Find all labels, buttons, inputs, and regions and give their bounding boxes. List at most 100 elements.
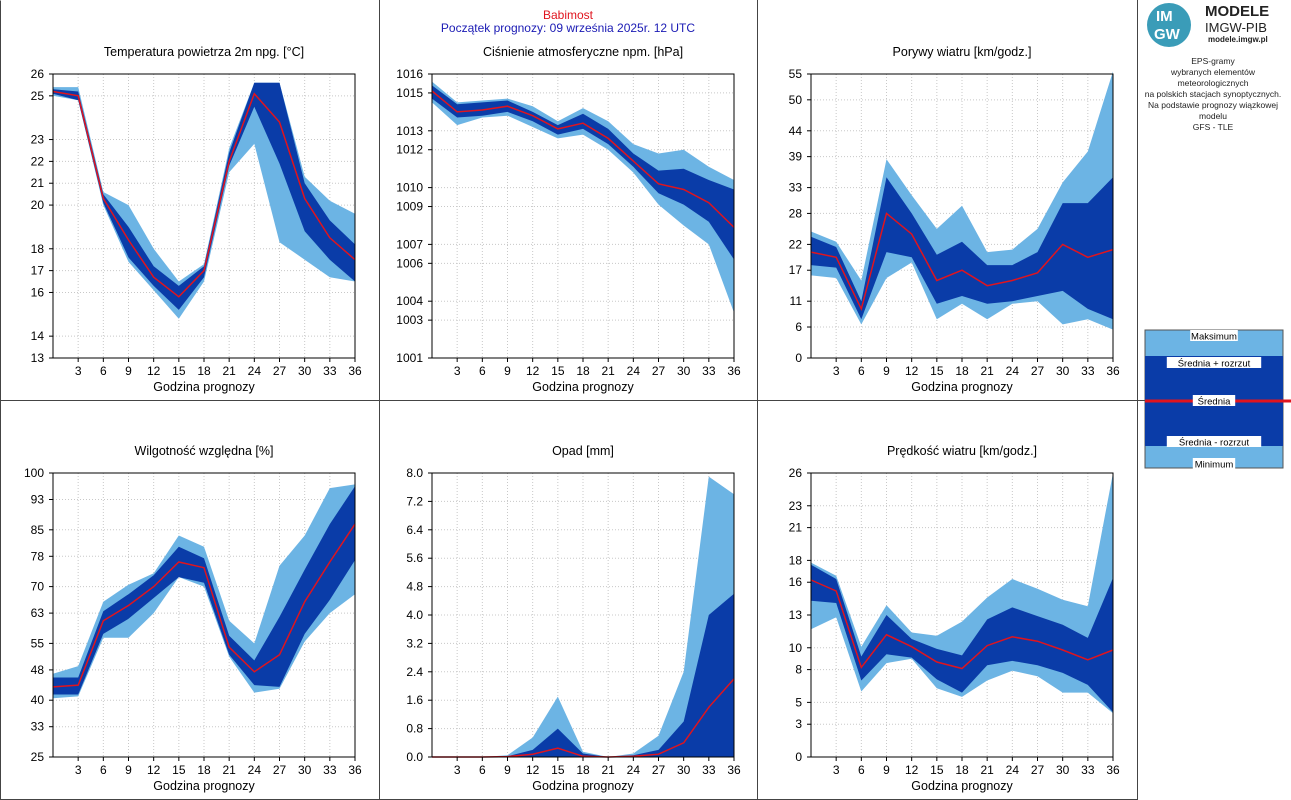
x-tick-label: 18 xyxy=(197,364,211,378)
y-tick-label: 13 xyxy=(31,351,45,365)
x-tick-label: 36 xyxy=(727,763,741,777)
y-tick-label: 55 xyxy=(789,67,803,81)
legend-label-bg xyxy=(1166,357,1262,368)
chart-title: Opad [mm] xyxy=(552,444,614,458)
x-tick-label: 27 xyxy=(652,763,666,777)
y-tick-label: 17 xyxy=(31,264,45,278)
x-tick-label: 21 xyxy=(980,763,994,777)
x-tick-label: 21 xyxy=(222,364,236,378)
y-tick-label: 0 xyxy=(795,351,802,365)
y-tick-label: 1009 xyxy=(396,200,423,214)
y-tick-label: 100 xyxy=(24,466,44,480)
x-tick-label: 18 xyxy=(576,763,590,777)
legend-box: Maksimum Średnia + rozrzut Średnia Średnia … xyxy=(1144,329,1291,471)
description-line: na polskich stacjach synoptycznych. xyxy=(1144,89,1282,99)
legend-label-max: Maksimum xyxy=(1191,332,1237,343)
y-tick-label: 2.4 xyxy=(406,665,423,679)
band-spread xyxy=(53,486,355,695)
y-tick-label: 25 xyxy=(31,750,45,764)
brand-line-2: IMGW-PIB xyxy=(1205,20,1267,35)
x-tick-label: 18 xyxy=(955,763,969,777)
y-tick-label: 23 xyxy=(789,499,803,513)
x-tick-label: 30 xyxy=(677,364,691,378)
y-tick-label: 25 xyxy=(31,89,45,103)
y-tick-label: 5 xyxy=(795,695,802,709)
x-tick-label: 9 xyxy=(125,364,132,378)
y-tick-label: 55 xyxy=(31,636,45,650)
y-tick-label: 17 xyxy=(789,263,803,277)
x-tick-label: 21 xyxy=(222,763,236,777)
legend-label-min: Minimum xyxy=(1195,460,1234,471)
description-line: GFS - TLE xyxy=(1192,122,1234,132)
y-tick-label: 4.8 xyxy=(406,580,423,594)
x-tick-label: 24 xyxy=(627,364,641,378)
legend-label-bg xyxy=(1192,458,1236,469)
chart-panel: 3 6 9 12 15 18 21 24 27 30 33 36035810131618212326P… xyxy=(789,444,1120,793)
band-spread xyxy=(432,593,734,757)
x-tick-label: 9 xyxy=(883,364,890,378)
x-tick-label: 3 xyxy=(75,364,82,378)
legend-label-upper: Średnia + rozrzut xyxy=(1178,358,1251,370)
x-tick-label: 18 xyxy=(197,763,211,777)
x-tick-label: 33 xyxy=(702,364,716,378)
y-tick-label: 7.2 xyxy=(406,494,423,508)
y-tick-label: 0.8 xyxy=(406,722,423,736)
x-tick-label: 18 xyxy=(955,364,969,378)
y-tick-label: 1003 xyxy=(396,313,423,327)
x-tick-label: 33 xyxy=(1081,364,1095,378)
mean-line xyxy=(810,579,1114,670)
y-tick-label: 16 xyxy=(31,285,45,299)
mean-line xyxy=(431,90,735,228)
chart-panel: 3 6 9 12 15 18 21 24 27 30 33 361001100310041006100… xyxy=(396,45,741,394)
mean-line xyxy=(810,212,1114,312)
y-tick-label: 63 xyxy=(31,606,45,620)
y-tick-label: 5.6 xyxy=(406,551,423,565)
x-tick-label: 36 xyxy=(1106,763,1120,777)
x-tick-label: 30 xyxy=(298,763,312,777)
y-tick-label: 40 xyxy=(31,693,45,707)
x-axis-label: Godzina prognozy xyxy=(153,779,255,793)
x-tick-label: 3 xyxy=(833,364,840,378)
chart-panel: 3 6 9 12 15 18 21 24 27 30 33 361314161718202122232… xyxy=(31,45,362,394)
y-tick-label: 21 xyxy=(789,521,803,535)
x-tick-label: 15 xyxy=(930,364,944,378)
x-tick-label: 21 xyxy=(601,364,615,378)
x-tick-label: 9 xyxy=(125,763,132,777)
x-tick-label: 36 xyxy=(348,763,362,777)
y-tick-label: 85 xyxy=(31,523,45,537)
description-line: wybranych elementów meteorologicznych xyxy=(1170,67,1256,88)
x-tick-label: 3 xyxy=(454,763,461,777)
y-tick-label: 1015 xyxy=(396,86,423,100)
legend-label-bg xyxy=(1192,395,1236,406)
y-tick-label: 1016 xyxy=(396,67,423,81)
y-tick-label: 23 xyxy=(31,133,45,147)
y-tick-label: 1001 xyxy=(396,351,423,365)
y-tick-label: 70 xyxy=(31,580,45,594)
y-tick-label: 6.4 xyxy=(406,523,423,537)
y-tick-label: 6 xyxy=(795,320,802,334)
legend-label-mean: Średnia xyxy=(1198,396,1231,408)
y-tick-label: 1007 xyxy=(396,237,423,251)
description-b: Na podstawie prognozy wiązkowej modelu G… xyxy=(1138,100,1288,133)
y-tick-label: 33 xyxy=(789,181,803,195)
x-tick-label: 27 xyxy=(273,763,287,777)
x-tick-label: 33 xyxy=(323,364,337,378)
y-tick-label: 4.0 xyxy=(406,608,423,622)
chart-title: Ciśnienie atmosferyczne npm. [hPa] xyxy=(483,45,683,59)
chart-title: Porywy wiatru [km/godz.] xyxy=(893,45,1032,59)
y-tick-label: 21 xyxy=(31,176,45,190)
x-tick-label: 21 xyxy=(601,763,615,777)
x-tick-label: 24 xyxy=(248,763,262,777)
y-tick-label: 16 xyxy=(789,575,803,589)
x-tick-label: 9 xyxy=(883,763,890,777)
band-spread xyxy=(811,564,1113,713)
forecast-start: Początek prognozy: 09 września 2025r. 12… xyxy=(440,21,696,35)
x-tick-label: 9 xyxy=(504,763,511,777)
x-tick-label: 30 xyxy=(1056,364,1070,378)
x-tick-label: 30 xyxy=(1056,763,1070,777)
x-axis-label: Godzina prognozy xyxy=(532,779,634,793)
x-tick-label: 6 xyxy=(100,763,107,777)
y-tick-label: 48 xyxy=(31,663,45,677)
legend-label-lower: Średnia - rozrzut xyxy=(1179,437,1250,449)
